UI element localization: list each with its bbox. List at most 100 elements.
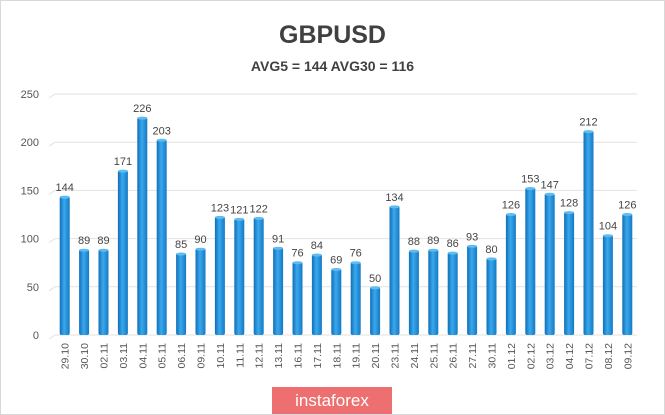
bar (505, 213, 516, 335)
data-label: 212 (579, 117, 597, 129)
data-label: 122 (250, 203, 268, 215)
bar-top (428, 248, 439, 252)
bar (583, 130, 594, 335)
bar-top (234, 217, 245, 221)
bar (370, 286, 381, 335)
data-label: 90 (194, 234, 206, 246)
data-label: 121 (230, 204, 248, 216)
x-tick-label: 18.11 (331, 343, 343, 369)
y-tick-label: 100 (21, 234, 39, 246)
data-label: 171 (114, 156, 132, 168)
bar (253, 217, 264, 335)
bar (331, 268, 342, 335)
bar-top (176, 252, 187, 256)
data-label: 50 (369, 273, 381, 285)
bar-top (331, 267, 342, 271)
bar (273, 247, 284, 335)
x-tick-label: 26.11 (448, 343, 460, 369)
bar-top (408, 249, 419, 253)
x-tick-label: 27.11 (467, 343, 479, 369)
bar (311, 254, 322, 335)
data-label: 123 (211, 202, 229, 214)
x-tick-label: 13.11 (273, 343, 285, 369)
bar (234, 218, 245, 335)
x-tick-label: 02.12 (525, 343, 537, 369)
instaforex-logo: instaforex (272, 387, 392, 414)
bar (98, 249, 109, 335)
bar-top (505, 213, 516, 217)
data-label: 153 (521, 174, 539, 186)
x-tick-label: 12.11 (254, 343, 266, 369)
bar (292, 261, 303, 335)
data-label: 88 (408, 236, 420, 248)
y-tick-label: 250 (21, 89, 39, 101)
bar-top (525, 187, 536, 191)
bar (486, 257, 497, 335)
x-tick-label: 04.12 (564, 343, 576, 369)
bar (214, 216, 225, 335)
data-label: 91 (272, 233, 284, 245)
bar-top (79, 248, 90, 252)
bar (389, 205, 400, 335)
bar-top (195, 247, 206, 251)
x-tick-label: 23.11 (390, 343, 402, 369)
bar-top (253, 216, 264, 220)
bar-top (292, 261, 303, 265)
bar-top (583, 130, 594, 134)
y-tick-label: 0 (33, 330, 39, 342)
data-label: 76 (350, 248, 362, 260)
x-tick-label: 25.11 (428, 343, 440, 369)
data-label: 203 (153, 125, 171, 137)
x-tick-label: 16.11 (293, 343, 305, 369)
data-label: 147 (541, 179, 559, 191)
data-label: 126 (618, 200, 636, 212)
data-label: 80 (485, 244, 497, 256)
bar-top (602, 234, 613, 238)
bar (467, 245, 478, 335)
data-label: 128 (560, 198, 578, 210)
bar (564, 211, 575, 335)
x-tick-label: 03.12 (545, 343, 557, 369)
x-tick-label: 07.12 (584, 343, 596, 369)
y-tick-label: 150 (21, 185, 39, 197)
bar-top (389, 205, 400, 209)
bar-top (273, 246, 284, 250)
bar-top (137, 116, 148, 120)
x-tick-label: 05.11 (157, 343, 169, 369)
bar-top (370, 286, 381, 290)
data-label: 76 (291, 248, 303, 260)
bar-top (467, 244, 478, 248)
chart-subtitle: AVG5 = 144 AVG30 = 116 (250, 58, 415, 74)
x-tick-label: 09.12 (622, 343, 634, 369)
x-tick-label: 11.11 (234, 343, 246, 368)
bar (525, 187, 536, 335)
data-label: 84 (311, 240, 323, 252)
bar-top (564, 211, 575, 215)
data-label: 85 (175, 239, 187, 251)
data-label: 89 (78, 235, 90, 247)
bar (447, 252, 458, 335)
y-tick-label: 200 (21, 137, 39, 149)
bar-top (544, 192, 555, 196)
data-label: 104 (599, 221, 617, 233)
gridline-tick (48, 189, 56, 195)
bar (544, 193, 555, 335)
x-tick-label: 01.12 (506, 343, 518, 369)
bar-top (486, 257, 497, 261)
x-tick-label: 17.11 (312, 343, 324, 369)
x-tick-label: 30.10 (79, 343, 91, 369)
x-tick-label: 29.10 (60, 343, 72, 369)
bar (428, 249, 439, 335)
bar (59, 196, 70, 335)
data-label: 134 (385, 192, 403, 204)
x-tick-label: 03.11 (118, 343, 130, 369)
bar (156, 139, 167, 335)
bar-top (156, 138, 167, 142)
bar (622, 213, 633, 335)
gridline-tick (48, 238, 56, 244)
bar (117, 170, 128, 335)
x-tick-label: 30.11 (487, 343, 499, 369)
y-tick-label: 50 (27, 282, 39, 294)
